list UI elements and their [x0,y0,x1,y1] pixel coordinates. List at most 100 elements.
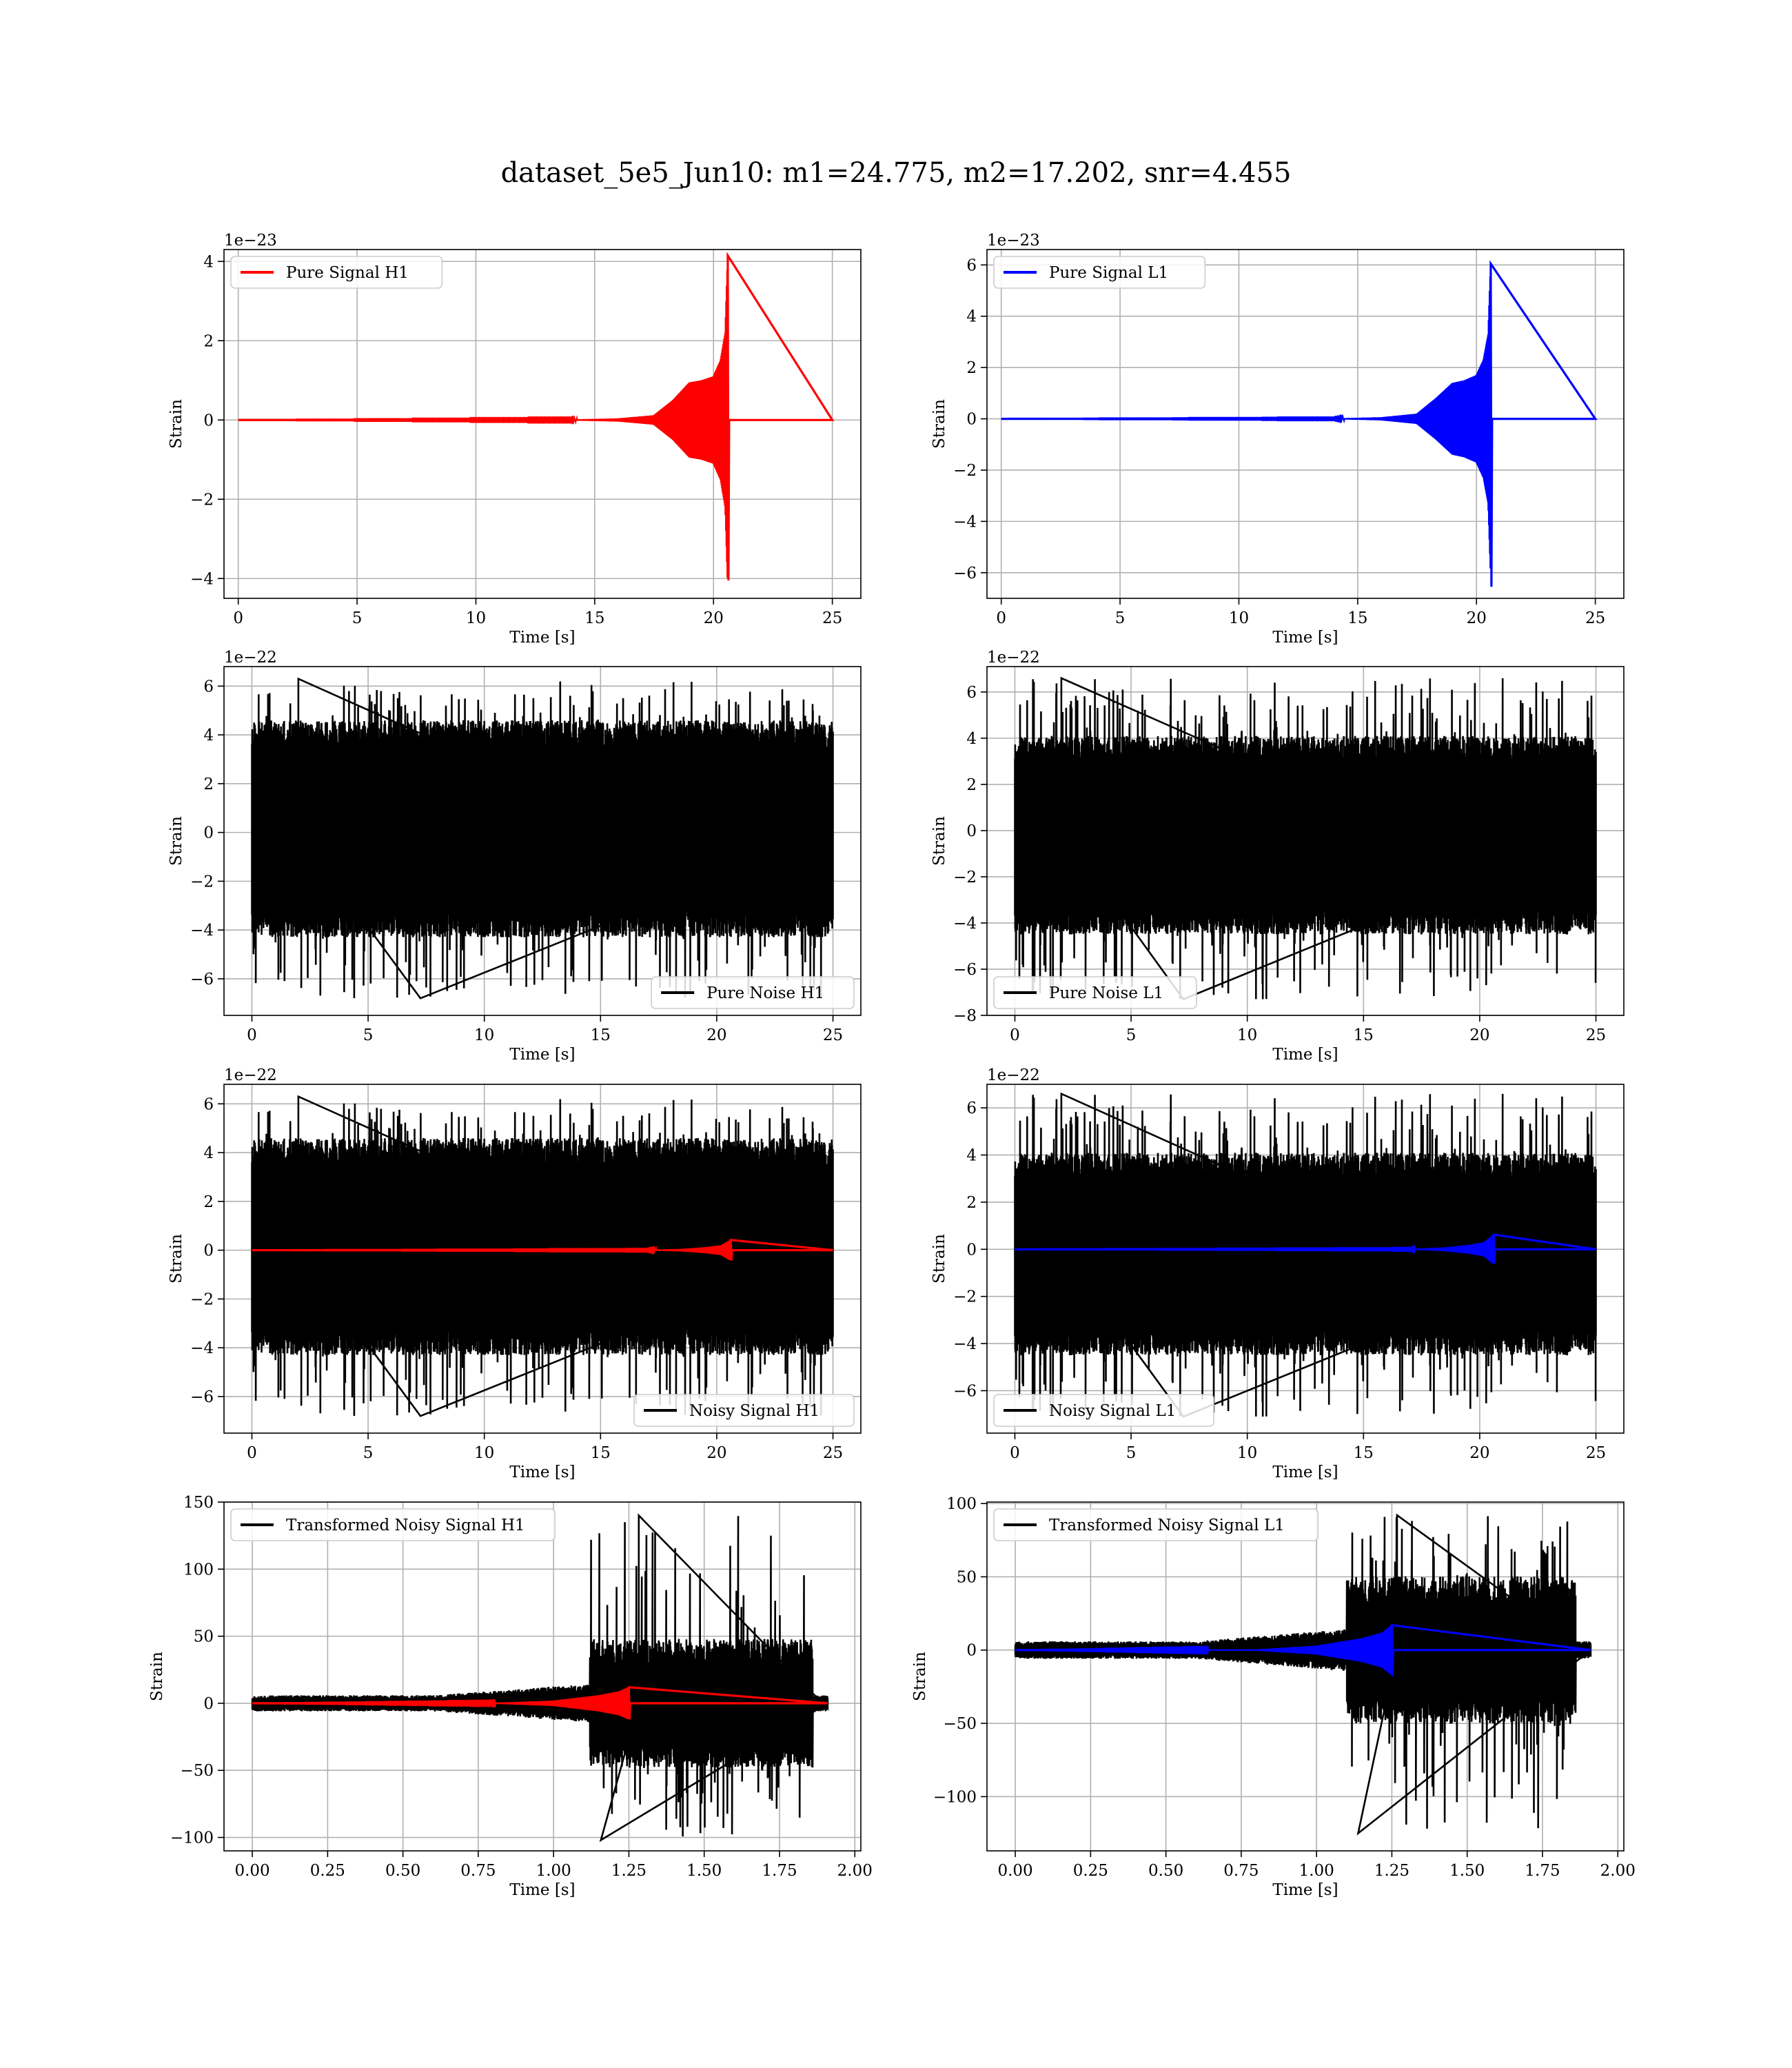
legend-box [230,1508,556,1541]
y-tick-label: 100 [946,1495,977,1513]
x-tick-label: 15 [591,1444,611,1462]
y-tick-label: −2 [190,491,214,509]
x-tick-label: 1.25 [611,1862,646,1880]
y-tick-label: 4 [203,727,214,744]
x-tick-label: 0 [247,1026,257,1044]
y-tick-label: −6 [953,565,977,582]
series-line-overlay-1 [252,1685,828,1720]
y-tick-label: −2 [190,873,214,891]
x-tick-label: 1.00 [1299,1862,1334,1880]
series-group [251,1513,829,1843]
y-tick-label: 4 [966,308,977,326]
y-tick-label: −6 [190,1388,214,1406]
y-tick-label: 150 [183,1494,214,1512]
series-line-overlay-1 [1015,1623,1591,1677]
x-axis-label: Time [s] [509,1881,575,1899]
subplot-pure-noise-l1: 0 5 10 15 20 25 −8 −6 −4 −2 0 2 4 6 Time [s] Strain 1e−2… [930,649,1625,1064]
x-tick-label: 5 [363,1444,374,1462]
axes-frame [986,1084,1625,1434]
legend: Noisy Signal L1 [993,1394,1214,1427]
series-line-transformed-noisy-signal-l1 [1014,1513,1592,1836]
subplot-pure-signal-l1: 0 5 10 15 20 25 −6 −4 −2 0 2 4 6 Time [s] Strain 1e−23 P… [930,232,1625,647]
grid-lines [224,250,861,598]
x-tick-label: 5 [1126,1026,1137,1044]
y-tick-label: 0 [203,1242,214,1260]
y-tick-label: 6 [203,678,214,696]
x-tick-label: 20 [704,609,724,627]
axes-frame [223,1084,862,1434]
y-axis-label: Strain [930,816,948,866]
x-tick-label: 0 [233,609,243,627]
y-tick-label: 0 [966,822,977,840]
legend: Pure Noise L1 [993,976,1197,1009]
x-axis-label: Time [s] [1272,629,1338,647]
x-tick-label: 1.00 [536,1862,571,1880]
legend-box [993,256,1206,289]
axes-frame [986,666,1625,1016]
series-group [238,252,835,581]
legend-label: Pure Signal H1 [286,264,409,282]
y-tick-label: 100 [183,1561,214,1579]
legend-label: Transformed Noisy Signal H1 [286,1517,525,1534]
x-tick-label: 10 [1237,1444,1257,1462]
x-tick-label: 15 [1347,609,1367,627]
x-tick-label: 15 [1354,1444,1374,1462]
x-tick-label: 20 [1469,1026,1489,1044]
x-tick-label: 10 [466,609,486,627]
x-tick-label: 0.50 [385,1862,420,1880]
x-tick-label: 0.25 [310,1862,345,1880]
legend-box [633,1394,855,1427]
subplot-noisy-signal-l1: 0 5 10 15 20 25 −6 −4 −2 0 2 4 6 Time [s] Strain 1e−22 N… [930,1066,1625,1481]
x-tick-label: 5 [1126,1444,1137,1462]
y-tick-label: 6 [966,684,977,702]
subplot-noisy-signal-h1: 0 5 10 15 20 25 −6 −4 −2 0 2 4 6 Time [s] Strain 1e−22 N… [167,1066,862,1481]
y-tick-label: 4 [966,730,977,748]
y-tick-label: −2 [953,869,977,886]
x-tick-label: 20 [706,1444,726,1462]
series-group [251,1095,834,1417]
y-tick-label: 50 [957,1568,977,1586]
y-tick-label: −4 [190,1339,214,1357]
legend: Transformed Noisy Signal L1 [993,1508,1319,1541]
y-tick-label: −6 [953,1382,977,1400]
x-axis-label: Time [s] [1272,1046,1338,1064]
y-axis-label: Strain [167,1234,185,1284]
y-axis-label: Strain [148,1652,166,1701]
grid-lines [987,250,1624,598]
axes-frame [223,249,862,599]
x-axis-label: Time [s] [1272,1881,1338,1899]
y-axis-label: Strain [930,399,948,449]
y-tick-label: −4 [190,570,214,588]
legend-box [651,976,855,1009]
series-group [1014,676,1597,1001]
legend-label: Pure Noise L1 [1049,984,1163,1002]
offset-text: 1e−22 [224,1066,277,1084]
legend: Transformed Noisy Signal H1 [230,1508,556,1541]
x-tick-label: 2.00 [837,1862,873,1880]
series-line-pure-signal-l1 [1001,260,1598,587]
y-tick-label: −50 [180,1762,214,1780]
y-tick-label: 4 [966,1147,977,1165]
offset-text: 1e−23 [224,232,277,250]
y-tick-label: 4 [203,1144,214,1162]
y-tick-label: 6 [203,1095,214,1113]
x-tick-label: 25 [1586,1026,1606,1044]
y-tick-label: −50 [943,1715,977,1733]
series-group [1001,260,1598,587]
x-axis-label: Time [s] [1272,1463,1338,1481]
y-tick-label: 0 [203,824,214,842]
legend-box [993,976,1197,1009]
y-tick-label: 2 [203,776,214,793]
x-tick-label: 15 [584,609,604,627]
legend-label: Noisy Signal L1 [1049,1402,1176,1420]
x-tick-label: 20 [1469,1444,1489,1462]
y-axis-label: Strain [930,1234,948,1284]
offset-text: 1e−23 [987,232,1040,250]
x-tick-label: 10 [1237,1026,1257,1044]
y-tick-label: −4 [953,1335,977,1353]
subplot-pure-signal-h1: 0 5 10 15 20 25 −4 −2 0 2 4 Time [s] Strain 1e−23 Pure… [167,232,862,647]
axes-frame [986,249,1625,599]
x-tick-label: 2.00 [1600,1862,1636,1880]
y-tick-label: −2 [953,1288,977,1306]
